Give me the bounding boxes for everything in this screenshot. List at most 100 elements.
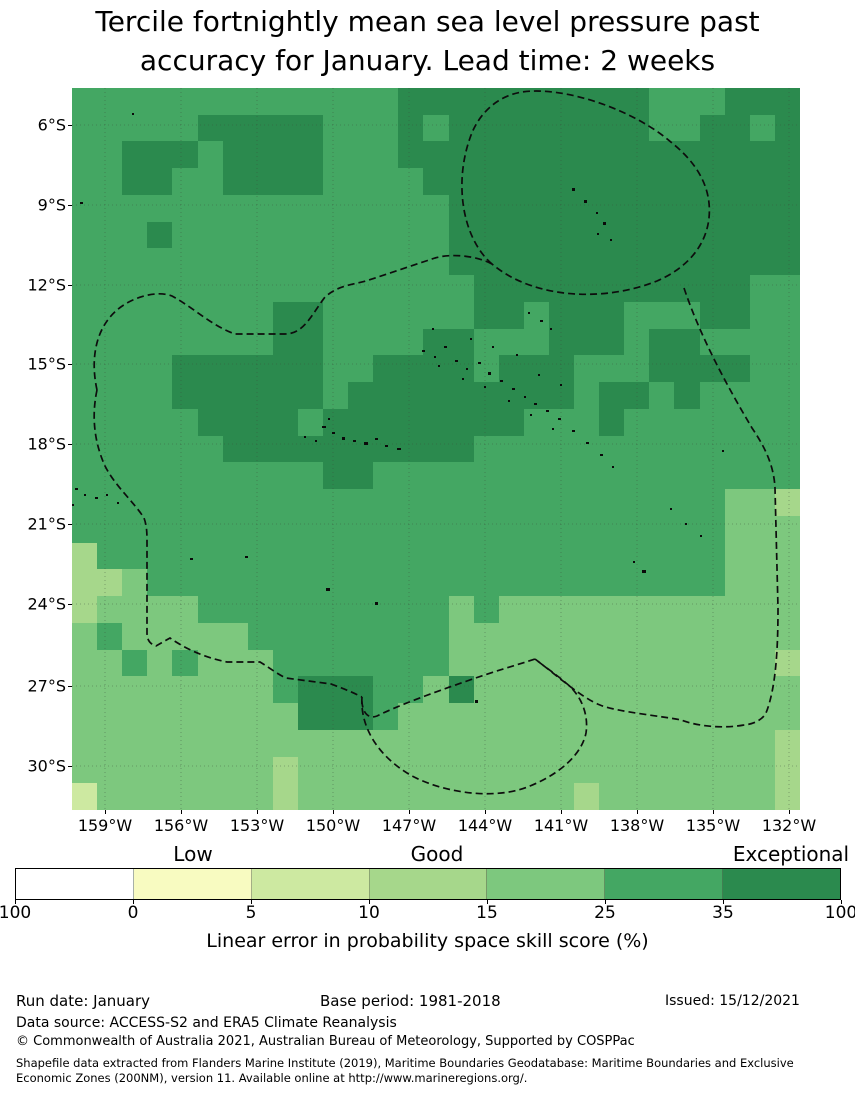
map-overlay-svg [72,88,800,810]
map-cell [649,462,675,490]
colorbar-tickmark [15,900,16,904]
map-cell [749,435,775,463]
map-cell [498,489,524,516]
map-cell [749,301,775,329]
map-cell [699,435,725,463]
x-axis-tick-label: 132°W [761,816,817,835]
map-cell [774,542,800,570]
map-cell [72,462,98,490]
map-cell [348,382,374,409]
map-cell [272,703,298,730]
map-cell [122,114,148,142]
map-cell [423,676,449,704]
map-cell [323,649,349,677]
y-axis-tick-label: 12°S [27,275,66,295]
map-cell [373,676,399,704]
map-cell [72,435,98,463]
map-cell [272,408,298,436]
map-cell [373,275,399,302]
map-cell [749,168,775,195]
map-cell [122,649,148,677]
island-marker [572,188,575,191]
y-axis-tickmark [68,524,72,525]
map-cell [97,194,123,222]
map-cell [348,141,374,169]
map-cell [373,88,399,115]
map-cell [398,489,424,516]
map-cell [574,622,600,650]
map-cell [724,756,750,784]
y-axis-tick-label: 9°S [37,195,66,215]
map-cell [599,141,625,169]
map-cell [599,301,625,329]
map-cell [548,328,575,356]
map-cell [172,676,198,704]
map-cell [523,435,549,463]
map-cell [247,355,273,383]
map-cell [222,676,248,704]
map-cell [574,328,600,356]
map-cell [448,141,474,169]
map-cell [423,703,449,730]
map-cell [774,382,800,409]
map-cell [348,542,374,570]
map-cell [548,622,575,650]
map-cell [523,248,549,276]
map-cell [473,489,499,516]
map-cell [599,435,625,463]
map-cell [197,168,223,195]
island-marker [584,200,587,203]
map-cell [147,355,173,383]
map-cell [247,408,273,436]
map-cell [398,756,424,784]
map-cell [473,141,499,169]
colorbar-tickmark [723,900,724,904]
island-marker [80,202,83,204]
map-cell [172,542,198,570]
colorbar-quality-label: Low [173,842,213,866]
map-cell [774,703,800,730]
map-cell [699,194,725,222]
map-cell [423,194,449,222]
map-cell [122,221,148,249]
island-marker [550,328,552,330]
map-cell [172,783,198,810]
map-cell [398,542,424,570]
island-marker [364,442,368,445]
island-marker [603,222,606,225]
map-cell [649,435,675,463]
map-cell [398,221,424,249]
island-marker [315,440,317,442]
y-axis-tick-label: 6°S [37,115,66,135]
map-cell [172,141,198,169]
map-cell [749,729,775,757]
island-marker [342,437,345,440]
map-cell [348,489,374,516]
map-cell [699,703,725,730]
colorbar-tick-label: 10 [358,903,380,923]
island-marker [722,450,724,452]
footer-base-period: Base period: 1981-2018 [320,992,501,1010]
island-marker [84,494,86,496]
map-cell [674,88,700,115]
map-cell [699,248,725,276]
map-cell [348,301,374,329]
map-cell [272,515,298,543]
island-marker [596,212,598,214]
map-cell [323,596,349,623]
map-cell [599,515,625,543]
map-cell [398,408,424,436]
map-cell [398,783,424,810]
map-cell [523,221,549,249]
map-cell [122,382,148,409]
map-cell [323,783,349,810]
map-cell [172,462,198,490]
map-cell [72,649,98,677]
map-cell [272,462,298,490]
map-cell [247,542,273,570]
map-cell [222,141,248,169]
island-marker [466,368,468,370]
x-axis-tick-label: 153°W [229,816,285,835]
map-cell [724,328,750,356]
map-cell [348,756,374,784]
